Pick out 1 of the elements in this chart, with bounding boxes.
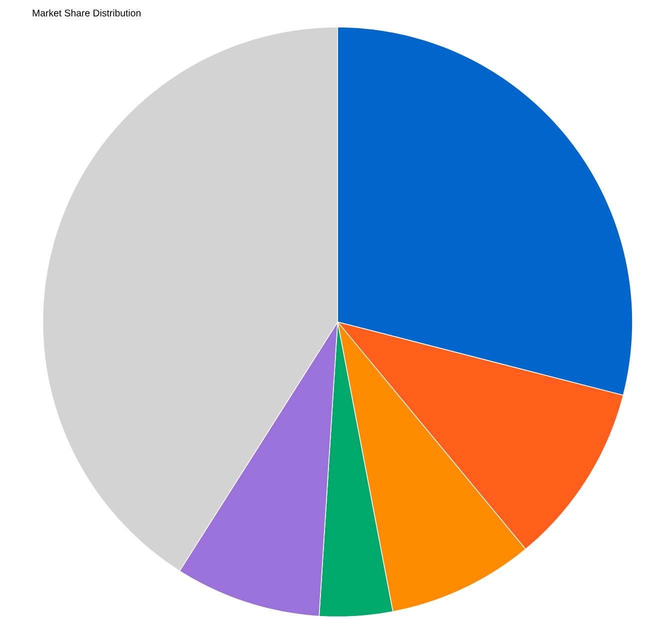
chart-title: Market Share Distribution <box>32 9 140 17</box>
